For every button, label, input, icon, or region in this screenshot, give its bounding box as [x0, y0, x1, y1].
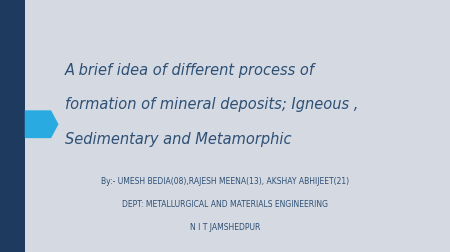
Text: By:- UMESH BEDIA(08),RAJESH MEENA(13), AKSHAY ABHIJEET(21): By:- UMESH BEDIA(08),RAJESH MEENA(13), A… [101, 176, 349, 185]
Polygon shape [25, 111, 59, 139]
Text: N I T JAMSHEDPUR: N I T JAMSHEDPUR [190, 222, 260, 231]
Text: formation of mineral deposits; Igneous ,: formation of mineral deposits; Igneous , [65, 97, 359, 112]
Bar [0, 0, 25, 252]
Text: Sedimentary and Metamorphic: Sedimentary and Metamorphic [65, 131, 292, 146]
Text: DEPT: METALLURGICAL AND MATERIALS ENGINEERING: DEPT: METALLURGICAL AND MATERIALS ENGINE… [122, 199, 328, 208]
Text: A brief idea of different process of: A brief idea of different process of [65, 63, 315, 78]
